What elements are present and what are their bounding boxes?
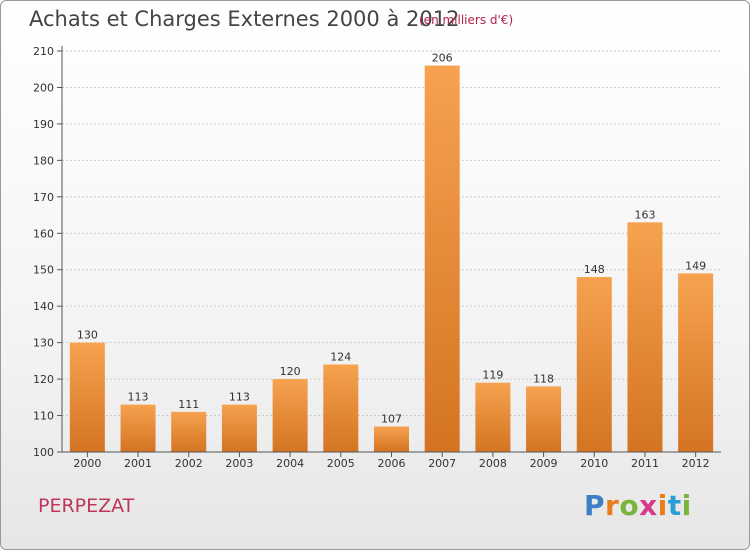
- y-tick-label: 160: [33, 227, 54, 240]
- bar-value-label: 206: [432, 52, 453, 65]
- bar: [171, 411, 207, 452]
- y-tick-label: 180: [33, 154, 54, 167]
- bar-value-label: 111: [178, 398, 199, 411]
- bar: [272, 379, 308, 452]
- x-tick-label: 2008: [479, 457, 507, 470]
- y-tick-label: 120: [33, 373, 54, 386]
- logo-letter: x: [639, 489, 658, 522]
- bar: [69, 342, 105, 452]
- y-tick-label: 140: [33, 300, 54, 313]
- bar-value-label: 148: [584, 263, 605, 276]
- bar: [120, 404, 156, 452]
- bar: [475, 382, 511, 452]
- bar-value-label: 120: [280, 365, 301, 378]
- x-tick-label: 2010: [580, 457, 608, 470]
- bar-value-label: 124: [330, 351, 351, 364]
- logo-letter: i: [657, 489, 668, 522]
- bar-value-label: 113: [128, 391, 149, 404]
- proxiti-logo: Proxiti: [584, 489, 692, 522]
- y-tick-label: 200: [33, 81, 54, 94]
- x-tick-label: 2003: [225, 457, 253, 470]
- logo-letter: t: [667, 489, 682, 522]
- x-tick-label: 2012: [682, 457, 710, 470]
- y-tick-label: 100: [33, 446, 54, 459]
- commune-name: PERPEZAT: [38, 495, 135, 517]
- logo-letter: r: [605, 489, 620, 522]
- bar-value-label: 113: [229, 391, 250, 404]
- y-tick-label: 210: [33, 45, 54, 58]
- y-tick-label: 130: [33, 337, 54, 350]
- bar: [627, 222, 663, 452]
- x-tick-label: 2007: [428, 457, 456, 470]
- bar: [221, 404, 257, 452]
- chart-title: Achats et Charges Externes 2000 à 2012: [29, 7, 460, 31]
- y-tick-label: 150: [33, 264, 54, 277]
- x-tick-label: 2004: [276, 457, 304, 470]
- bar-value-label: 130: [77, 329, 98, 342]
- bar: [576, 277, 612, 452]
- logo-letter: o: [619, 489, 640, 522]
- bar: [374, 426, 409, 452]
- y-tick-label: 110: [33, 410, 54, 423]
- x-tick-label: 2002: [175, 457, 203, 470]
- bar-value-label: 149: [685, 259, 706, 272]
- bar: [678, 273, 714, 452]
- bar: [323, 364, 359, 452]
- x-tick-label: 2006: [378, 457, 406, 470]
- chart-subtitle: (en milliers d'€): [419, 13, 514, 27]
- bar: [424, 65, 460, 452]
- x-tick-label: 2005: [327, 457, 355, 470]
- bar-value-label: 118: [533, 372, 554, 385]
- bar: [526, 386, 562, 452]
- x-tick-label: 2009: [530, 457, 558, 470]
- bar-value-label: 119: [482, 369, 503, 382]
- bar-value-label: 163: [634, 208, 655, 221]
- bar-value-label: 107: [381, 412, 402, 425]
- y-tick-label: 190: [33, 118, 54, 131]
- x-tick-label: 2001: [124, 457, 152, 470]
- x-tick-label: 2000: [73, 457, 101, 470]
- logo-letter: i: [681, 489, 692, 522]
- logo-letter: P: [584, 489, 606, 522]
- x-tick-label: 2011: [631, 457, 659, 470]
- y-tick-label: 170: [33, 191, 54, 204]
